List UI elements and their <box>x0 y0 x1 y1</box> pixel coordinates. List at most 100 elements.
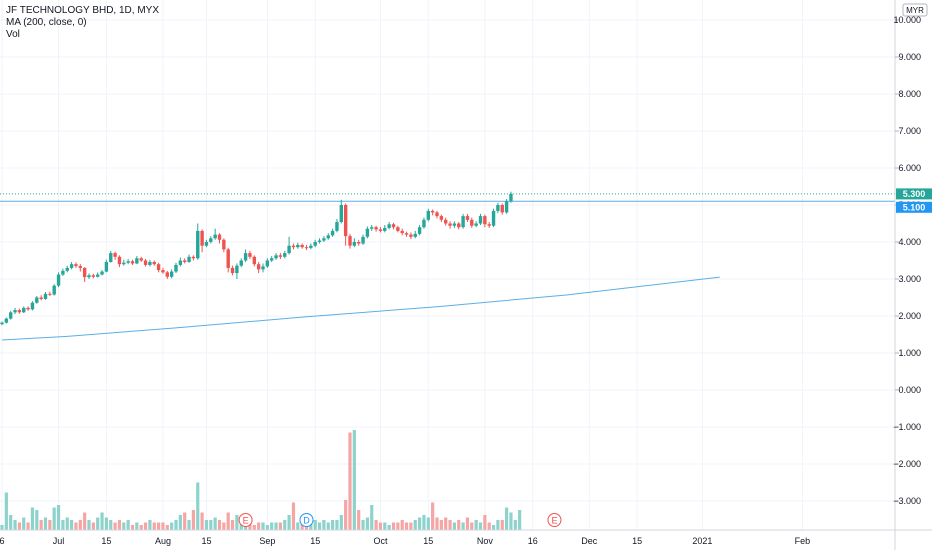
volume-bar <box>126 520 130 530</box>
candle-body <box>230 267 235 274</box>
candle-body <box>435 212 439 217</box>
time-tick-label: 15 <box>423 536 433 546</box>
volume-bar <box>157 522 161 530</box>
volume-bar <box>83 512 87 530</box>
volume-bar <box>87 520 91 530</box>
volume-bar <box>213 517 217 530</box>
candle-body <box>400 230 404 234</box>
volume-bar <box>426 517 430 530</box>
candle-body <box>226 249 230 268</box>
volume-bar <box>130 525 135 530</box>
volume-bar <box>261 522 265 530</box>
volume-bar <box>143 522 148 530</box>
candle-body <box>239 260 243 266</box>
candle-body <box>330 230 335 236</box>
earnings-event-marker[interactable] <box>238 513 253 527</box>
volume-bar <box>174 520 178 530</box>
volume-bar <box>178 515 182 530</box>
candle-body <box>313 242 317 246</box>
candle-body <box>317 240 322 242</box>
time-tick-label: 15 <box>310 536 320 546</box>
candle-body <box>457 223 461 228</box>
volume-bar <box>331 520 335 530</box>
candle-body <box>52 285 56 295</box>
candle-body <box>109 253 113 262</box>
volume-bar <box>78 520 82 530</box>
price-axis[interactable]: 10.0009.0008.0007.0006.0005.0004.0003.00… <box>893 15 921 506</box>
earnings-event-marker[interactable] <box>547 513 562 527</box>
candle-body <box>82 267 87 278</box>
candle-body <box>56 274 61 286</box>
chart-legend: JF TECHNOLOGY BHD, 1D, MYX MA (200, clos… <box>6 5 159 41</box>
dividend-event-marker[interactable] <box>299 513 314 527</box>
volume-bar <box>348 432 352 530</box>
candle-body <box>300 244 304 248</box>
hline-price-label: 5.100 <box>903 202 926 212</box>
volume-bar <box>26 522 30 530</box>
volume-legend[interactable]: Vol <box>6 29 20 40</box>
candle-body <box>487 224 491 226</box>
time-tick-label: Aug <box>155 536 171 546</box>
candle-body <box>274 255 278 259</box>
currency-label: MYR <box>906 6 924 15</box>
currency-badge[interactable]: MYR <box>902 3 928 17</box>
volume-bar <box>409 522 413 530</box>
time-tick-label: 15 <box>101 536 111 546</box>
candle-body <box>69 264 74 268</box>
volume-bar <box>444 517 448 530</box>
volume-bar <box>100 512 104 530</box>
volume-bar <box>122 522 126 530</box>
candle-body <box>444 219 448 224</box>
volume-bar <box>383 522 387 530</box>
volume-bar <box>431 502 435 530</box>
candle-body <box>161 270 165 273</box>
candle-body <box>196 230 200 259</box>
volume-bar <box>170 522 174 530</box>
candlesticks <box>0 191 513 326</box>
candle-body <box>465 216 470 220</box>
candle-body <box>209 238 213 242</box>
candle-body <box>87 275 91 278</box>
volume-bar <box>196 482 200 530</box>
volume-bar <box>309 522 313 530</box>
ma-legend[interactable]: MA (200, close, 0) <box>6 17 87 28</box>
candle-body <box>78 266 82 268</box>
candle-body <box>65 267 69 271</box>
volume-bar <box>287 515 291 530</box>
volume-bar <box>17 522 21 530</box>
volume-bar <box>374 520 378 530</box>
candle-body <box>291 245 296 248</box>
volume-bar <box>365 517 369 530</box>
volume-bar <box>322 520 326 530</box>
candle-body <box>261 266 265 270</box>
volume-bar <box>326 522 330 530</box>
volume-bar <box>65 517 69 530</box>
volume-bar <box>470 522 474 530</box>
candle-body <box>265 260 270 267</box>
candle-body <box>235 265 239 274</box>
volume-bar <box>252 525 256 530</box>
candle-body <box>9 312 13 319</box>
candle-body <box>335 222 339 231</box>
volume-bar <box>500 520 504 530</box>
volume-bar <box>204 520 209 530</box>
candle-body <box>365 228 370 237</box>
volume-bar <box>257 522 261 530</box>
volume-bar <box>317 522 322 530</box>
time-tick-label: 16 <box>528 536 538 546</box>
candle-body <box>361 236 365 244</box>
time-axis[interactable]: 6 Jul 15 Aug 15 Sep 15 Oct 15 Nov 16 Dec 15 2021 Feb <box>0 536 810 546</box>
candle-body <box>409 234 413 237</box>
candle-body <box>26 307 30 310</box>
candle-body <box>270 258 274 261</box>
volume-bar <box>296 522 300 530</box>
symbol-title[interactable]: JF TECHNOLOGY BHD, 1D, MYX <box>6 5 159 16</box>
volume-bar <box>139 525 143 530</box>
candle-body <box>126 261 130 263</box>
volume-bar <box>235 515 239 530</box>
volume-bar <box>0 525 4 530</box>
volume-bar <box>274 522 278 530</box>
volume-bar <box>400 520 404 530</box>
